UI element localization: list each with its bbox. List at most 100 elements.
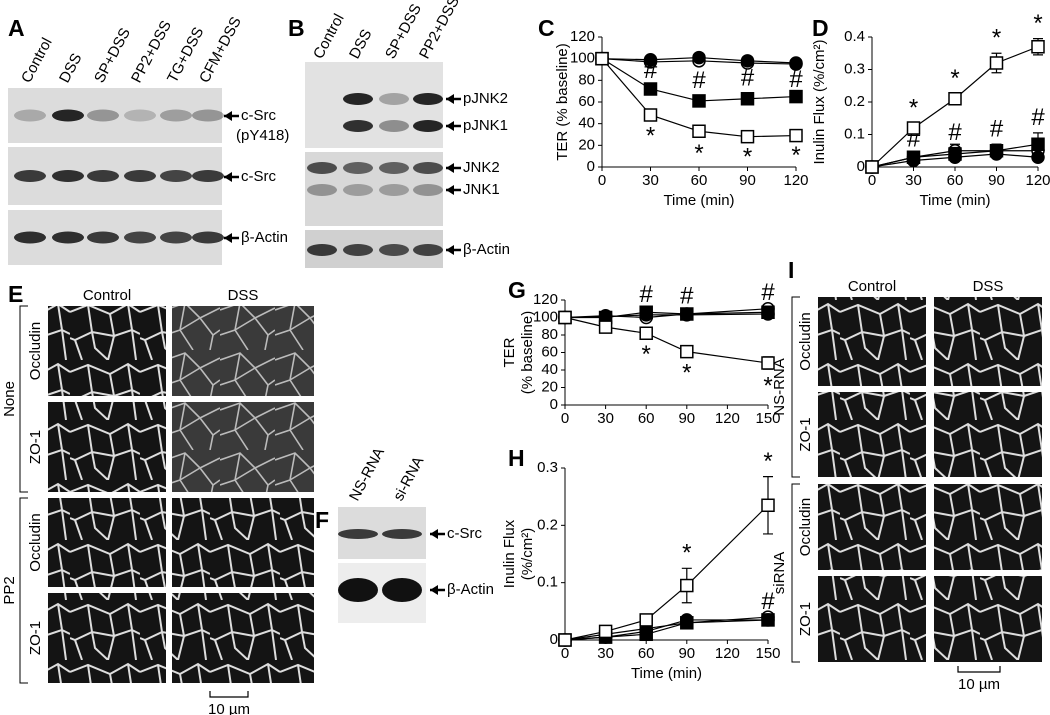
micrograph xyxy=(48,402,166,492)
blot-band xyxy=(307,184,337,196)
significance-mark: * xyxy=(682,540,691,567)
arrow-head xyxy=(446,94,454,104)
blot-band xyxy=(379,184,409,196)
panel-letter: C xyxy=(538,15,555,41)
blot-band xyxy=(192,231,224,244)
y-tick-label: 80 xyxy=(541,326,558,343)
panel-letter: A xyxy=(8,15,25,41)
blot-band xyxy=(379,120,409,132)
blot-band xyxy=(52,109,84,122)
significance-mark: # xyxy=(692,67,706,94)
y-tick-label: 0.2 xyxy=(537,516,558,533)
marker-square xyxy=(598,320,613,334)
blot-label: JNK1 xyxy=(463,181,500,198)
blot-band xyxy=(307,244,337,256)
blot-band xyxy=(382,578,422,602)
blot-band xyxy=(160,109,192,122)
y-tick-label: 0.2 xyxy=(844,93,865,110)
y-tick-label: 0 xyxy=(550,631,558,648)
marker-square xyxy=(692,94,706,108)
x-tick-label: 0 xyxy=(868,172,876,189)
bracket xyxy=(791,296,800,478)
blot-band xyxy=(413,120,443,132)
significance-mark: * xyxy=(791,142,800,169)
marker-circle xyxy=(692,50,706,65)
significance-mark: # xyxy=(761,588,775,615)
lane-label: DSS xyxy=(56,51,85,86)
marker-circle xyxy=(643,53,658,67)
marker-square xyxy=(740,129,755,144)
y-tick-label: 0.1 xyxy=(844,125,865,142)
x-tick-label: 60 xyxy=(947,172,964,189)
y-tick-label: 60 xyxy=(578,93,595,110)
blot-band xyxy=(14,170,46,182)
significance-mark: * xyxy=(992,25,1001,52)
marker-square xyxy=(740,92,755,106)
marker-square xyxy=(598,624,613,639)
micrograph xyxy=(172,306,314,396)
significance-mark: # xyxy=(990,116,1004,143)
blot-band xyxy=(124,231,156,244)
blot-band xyxy=(413,162,443,174)
blot-band xyxy=(343,184,373,196)
lane-label: CFM+DSS xyxy=(196,14,245,86)
panel-letter: I xyxy=(788,257,794,283)
blot-label: c-Src xyxy=(447,525,482,542)
marker-square xyxy=(680,344,694,359)
y-tick-label: 20 xyxy=(578,136,595,153)
row-label: ZO-1 xyxy=(797,417,814,451)
lane-label: NS-RNA xyxy=(346,445,388,504)
x-tick-label: 0 xyxy=(561,410,569,427)
blot-band xyxy=(192,170,224,182)
group-label: siRNA xyxy=(771,552,788,595)
column-label: DSS xyxy=(973,278,1004,295)
blot-label: JNK2 xyxy=(463,159,500,176)
micrograph xyxy=(818,392,926,477)
marker-square xyxy=(639,305,653,319)
row-label: Occludin xyxy=(27,322,44,380)
y-tick-label: 0.4 xyxy=(844,28,865,45)
micrograph xyxy=(48,593,166,683)
panel-letter: F xyxy=(315,507,329,533)
marker-square xyxy=(865,160,879,174)
significance-mark: * xyxy=(909,94,918,121)
x-tick-label: 120 xyxy=(1025,172,1050,189)
blot-band xyxy=(52,170,84,182)
micrograph xyxy=(934,484,1042,570)
y-tick-label: 0 xyxy=(550,396,558,413)
x-tick-label: 0 xyxy=(598,172,606,189)
micrograph xyxy=(172,593,314,683)
row-label: Occludin xyxy=(797,312,814,370)
panel-letter: E xyxy=(8,281,23,307)
x-tick-label: 120 xyxy=(783,172,808,189)
y-axis-label: TER xyxy=(501,337,518,367)
arrow-head xyxy=(224,111,232,121)
significance-mark: * xyxy=(694,140,703,167)
column-label: Control xyxy=(848,278,896,295)
significance-mark: * xyxy=(950,65,959,92)
x-tick-label: 0 xyxy=(561,645,569,662)
blot-label: pJNK1 xyxy=(463,117,508,134)
bracket xyxy=(791,483,800,663)
series-line xyxy=(564,619,768,641)
significance-mark: # xyxy=(741,65,755,92)
x-tick-label: 30 xyxy=(597,410,614,427)
marker-square xyxy=(643,108,658,122)
marker-square xyxy=(639,326,653,340)
y-tick-label: 100 xyxy=(570,50,595,67)
x-tick-label: 150 xyxy=(755,410,780,427)
marker-square xyxy=(680,578,694,593)
y-tick-label: 80 xyxy=(578,71,595,88)
significance-mark: # xyxy=(680,283,694,310)
x-tick-label: 30 xyxy=(905,172,922,189)
x-tick-label: 90 xyxy=(739,172,756,189)
blot-band xyxy=(343,244,373,256)
marker-square xyxy=(639,613,653,627)
row-label: Occludin xyxy=(797,498,814,556)
blot-label: β-Actin xyxy=(463,241,510,258)
micrograph xyxy=(48,306,166,396)
marker-circle xyxy=(789,56,803,70)
y-axis-label: Inulin Flux xyxy=(501,519,518,588)
significance-mark: # xyxy=(761,279,775,306)
marker-square xyxy=(639,627,653,642)
